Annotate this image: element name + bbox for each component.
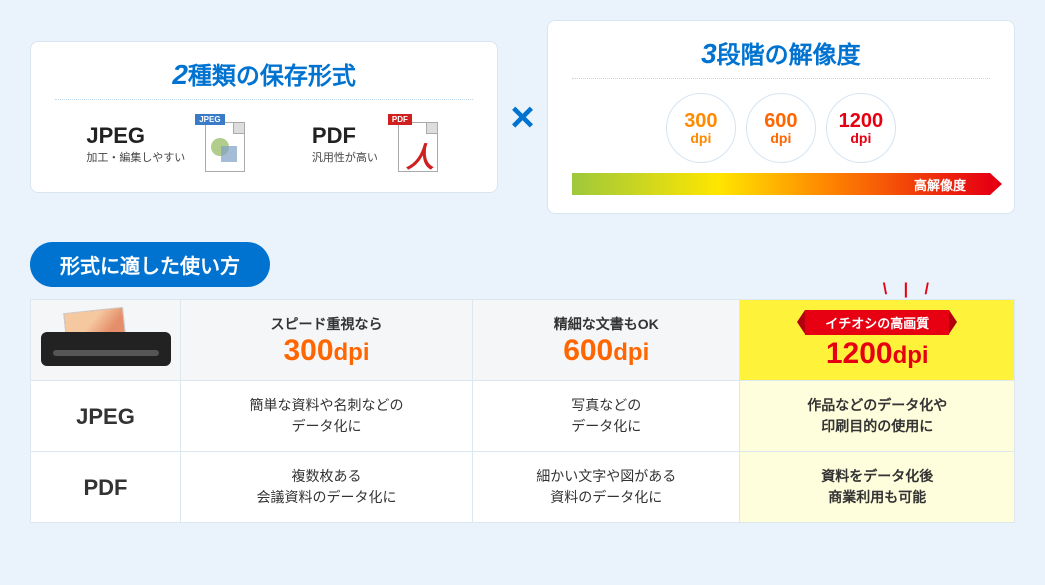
- cell: 作品などのデータ化や印刷目的の使用に: [740, 381, 1015, 452]
- formats-card: 2種類の保存形式 JPEG 加工・編集しやすい JPEG PDF 汎用性が高い: [30, 41, 498, 193]
- dpi-unit: dpi: [770, 131, 791, 145]
- scanner-cell: [31, 300, 181, 381]
- table-body: JPEG簡単な資料や名刺などのデータ化に写真などのデータ化に作品などのデータ化や…: [31, 381, 1015, 523]
- highlight-ticks: \ | /: [883, 281, 935, 299]
- pdf-sub: 汎用性が高い: [312, 149, 378, 165]
- formats-title-num: 2: [172, 59, 188, 90]
- col-dpi: 1200dpi: [746, 337, 1008, 370]
- col-sub: 精細な文書もOK: [479, 314, 734, 334]
- dpi-num: 300: [684, 111, 717, 131]
- resolution-title-num: 3: [701, 38, 717, 69]
- col-head-1200: イチオシの高画質1200dpi: [740, 300, 1015, 381]
- cell: 資料をデータ化後商業利用も可能: [740, 452, 1015, 523]
- resolution-title-text: 段階の解像度: [717, 42, 861, 69]
- pdf-label: PDF: [312, 123, 356, 149]
- section-title-pill: 形式に適した使い方: [30, 242, 270, 287]
- dpi-num: 1200: [839, 111, 884, 131]
- col-head-300: スピード重視なら300dpi: [181, 300, 473, 381]
- gradient-bar: 高解像度: [572, 173, 990, 195]
- row-head-pdf: PDF: [31, 452, 181, 523]
- jpeg-label: JPEG: [86, 123, 145, 149]
- gradient-bar-label: 高解像度: [914, 175, 966, 194]
- col-dpi: 600dpi: [479, 334, 734, 367]
- table-row: PDF複数枚ある会議資料のデータ化に細かい文字や図がある資料のデータ化に資料をデ…: [31, 452, 1015, 523]
- dpi-circle-300: 300dpi: [666, 93, 736, 163]
- jpeg-sub: 加工・編集しやすい: [86, 149, 185, 165]
- formats-title: 2種類の保存形式: [55, 56, 473, 100]
- formats-row: JPEG 加工・編集しやすい JPEG PDF 汎用性が高い 人 PDF: [55, 114, 473, 174]
- col-sub: スピード重視なら: [187, 314, 466, 334]
- dpi-num: 600: [764, 111, 797, 131]
- formats-title-text: 種類の保存形式: [188, 63, 356, 90]
- resolution-title: 3段階の解像度: [572, 35, 990, 79]
- cell: 写真などのデータ化に: [472, 381, 740, 452]
- cell: 細かい文字や図がある資料のデータ化に: [472, 452, 740, 523]
- scanner-icon: [41, 310, 171, 370]
- ribbon: イチオシの高画質: [805, 310, 949, 335]
- multiply-icon: ×: [510, 93, 535, 141]
- usage-table: スピード重視なら300dpi精細な文書もOK600dpiイチオシの高画質1200…: [30, 299, 1015, 523]
- col-dpi: 300dpi: [187, 334, 466, 367]
- row-head-jpeg: JPEG: [31, 381, 181, 452]
- format-pdf: PDF 汎用性が高い 人 PDF: [312, 114, 442, 174]
- jpeg-icon: JPEG: [195, 114, 249, 174]
- dpi-circle-600: 600dpi: [746, 93, 816, 163]
- top-cards-row: 2種類の保存形式 JPEG 加工・編集しやすい JPEG PDF 汎用性が高い: [30, 20, 1015, 214]
- table-header-row: スピード重視なら300dpi精細な文書もOK600dpiイチオシの高画質1200…: [31, 300, 1015, 381]
- pdf-tag: PDF: [388, 114, 412, 125]
- pdf-icon: 人 PDF: [388, 114, 442, 174]
- dpi-circle-1200: 1200dpi: [826, 93, 896, 163]
- resolution-card: 3段階の解像度 300dpi600dpi1200dpi 高解像度: [547, 20, 1015, 214]
- dpi-unit: dpi: [690, 131, 711, 145]
- col-head-600: 精細な文書もOK600dpi: [472, 300, 740, 381]
- dpi-circles: 300dpi600dpi1200dpi: [572, 93, 990, 163]
- cell: 複数枚ある会議資料のデータ化に: [181, 452, 473, 523]
- table-row: JPEG簡単な資料や名刺などのデータ化に写真などのデータ化に作品などのデータ化や…: [31, 381, 1015, 452]
- cell: 簡単な資料や名刺などのデータ化に: [181, 381, 473, 452]
- dpi-unit: dpi: [850, 131, 871, 145]
- jpeg-tag: JPEG: [195, 114, 224, 125]
- format-jpeg: JPEG 加工・編集しやすい JPEG: [86, 114, 249, 174]
